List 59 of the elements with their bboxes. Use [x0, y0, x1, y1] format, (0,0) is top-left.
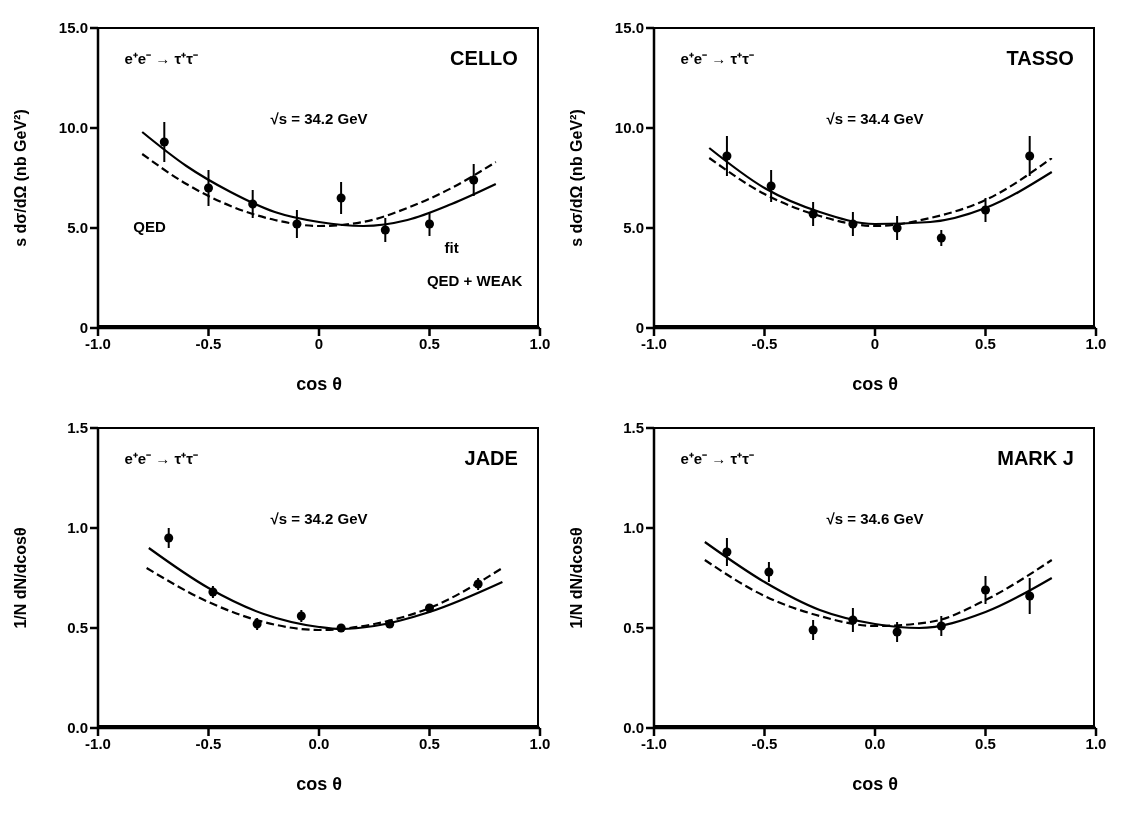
y-tick-label: 1.5 [67, 419, 88, 437]
y-axis-title: s dσ/dΩ (nb GeV²) [567, 109, 585, 247]
annotation: e⁺e⁻ → τ⁺τ⁻ [124, 449, 198, 468]
x-tick-label: 0.5 [975, 334, 996, 352]
y-tick-label: 15.0 [614, 19, 644, 37]
x-tick-label: 0.0 [864, 734, 886, 752]
annotation: e⁺e⁻ → τ⁺τ⁻ [680, 449, 754, 468]
x-tick-label: -0.5 [195, 734, 222, 752]
x-tick-label: 0 [314, 334, 324, 352]
x-tick-label: -1.0 [85, 334, 111, 352]
y-tick-label: 0 [79, 319, 88, 337]
annotation: e⁺e⁻ → τ⁺τ⁻ [124, 49, 198, 68]
x-tick-label: 0 [870, 334, 880, 352]
annotation: e⁺e⁻ → τ⁺τ⁻ [680, 49, 754, 68]
annotation: CELLO [450, 46, 518, 70]
y-tick-label: 10.0 [58, 119, 88, 137]
x-tick-label: 0.5 [419, 734, 440, 752]
annotation: QED + WEAK [426, 271, 523, 289]
x-axis-title: cos θ [852, 774, 898, 794]
y-tick-label: 1.0 [67, 519, 88, 537]
y-axis-title: 1/N dN/dcosθ [11, 527, 29, 629]
y-tick-label: 0.0 [67, 719, 88, 737]
x-tick-label: 0.5 [419, 334, 440, 352]
y-tick-label: 1.5 [623, 419, 644, 437]
x-tick-label: 1.0 [1085, 734, 1107, 752]
annotation: JADE [464, 446, 518, 470]
x-axis-title: cos θ [852, 374, 898, 394]
y-tick-label: 10.0 [614, 119, 644, 137]
x-axis-title: cos θ [296, 774, 342, 794]
annotation: QED [133, 217, 166, 235]
y-axis-title: s dσ/dΩ (nb GeV²) [11, 109, 29, 247]
x-tick-label: 0.5 [975, 734, 996, 752]
x-tick-label: 1.0 [529, 334, 551, 352]
x-tick-label: -0.5 [751, 734, 778, 752]
x-tick-label: 0.0 [308, 734, 330, 752]
x-axis-title: cos θ [296, 374, 342, 394]
annotation: √s = 34.2 GeV [270, 509, 368, 527]
y-tick-label: 0.5 [623, 619, 644, 637]
y-tick-label: 0 [635, 319, 644, 337]
x-tick-label: -1.0 [641, 734, 667, 752]
x-tick-label: -0.5 [751, 334, 778, 352]
annotation: TASSO [1006, 46, 1074, 70]
y-tick-label: 0.5 [67, 619, 88, 637]
y-tick-label: 0.0 [623, 719, 644, 737]
y-tick-label: 15.0 [58, 19, 88, 37]
x-tick-label: 1.0 [529, 734, 551, 752]
annotation: √s = 34.6 GeV [826, 509, 924, 527]
x-tick-label: 1.0 [1085, 334, 1107, 352]
annotation: MARK J [997, 446, 1074, 470]
y-tick-label: 5.0 [623, 219, 644, 237]
y-tick-label: 5.0 [67, 219, 88, 237]
annotation: √s = 34.2 GeV [270, 109, 368, 127]
x-tick-label: -0.5 [195, 334, 222, 352]
y-axis-title: 1/N dN/dcosθ [567, 527, 585, 629]
annotation: fit [444, 238, 459, 256]
x-tick-label: -1.0 [641, 334, 667, 352]
annotation: √s = 34.4 GeV [826, 109, 924, 127]
x-tick-label: -1.0 [85, 734, 111, 752]
y-tick-label: 1.0 [623, 519, 644, 537]
